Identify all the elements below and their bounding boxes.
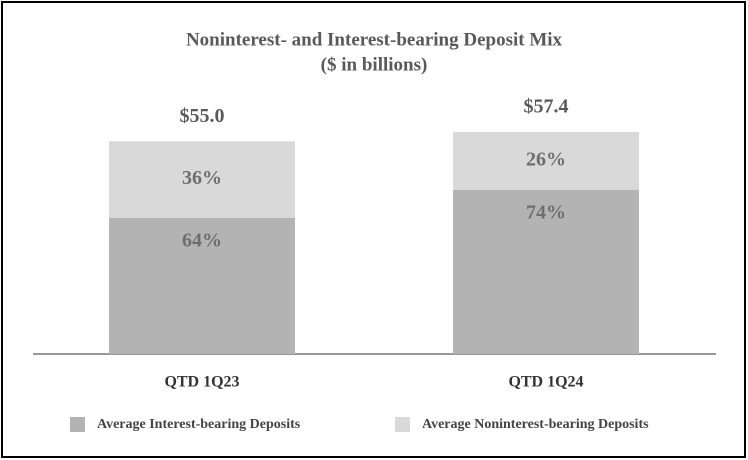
- chart-subtitle: ($ in billions): [321, 54, 428, 75]
- legend-label: Average Interest-bearing Deposits: [97, 417, 301, 432]
- bar-segment: [453, 189, 639, 354]
- chart-title: Noninterest- and Interest-bearing Deposi…: [186, 29, 563, 50]
- value-label: 36%: [182, 167, 222, 189]
- bar-segment: [453, 132, 639, 190]
- bar-segment: [109, 217, 295, 354]
- value-label: 64%: [182, 229, 222, 251]
- legend-swatch: [70, 417, 85, 432]
- x-tick-label: QTD 1Q23: [164, 374, 239, 391]
- total-label: $57.4: [524, 96, 569, 118]
- total-label: $55.0: [180, 105, 225, 127]
- x-tick-label: QTD 1Q24: [508, 374, 583, 391]
- legend-label: Average Noninterest-bearing Deposits: [422, 417, 649, 432]
- value-label: 26%: [526, 148, 566, 170]
- value-label: 74%: [526, 201, 566, 223]
- legend-swatch: [395, 417, 410, 432]
- bar-segment: [109, 141, 295, 218]
